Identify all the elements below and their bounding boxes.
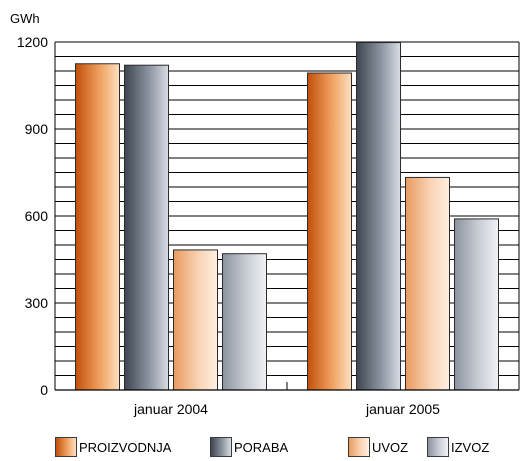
bar-chart: GWh 0 300 600 900 1200 januar 2004 januar 2005 bbox=[0, 0, 531, 430]
bar-izvoz-2 bbox=[455, 219, 499, 390]
y-tick-label: 600 bbox=[25, 208, 49, 224]
legend-label: UVOZ bbox=[372, 440, 408, 455]
bar-poraba-1 bbox=[125, 65, 169, 390]
legend-item-poraba: PORABA bbox=[210, 437, 288, 457]
x-category-label: januar 2004 bbox=[133, 401, 208, 417]
legend-label: PROIZVODNJA bbox=[79, 440, 171, 455]
y-tick-label: 900 bbox=[25, 121, 49, 137]
legend-label: IZVOZ bbox=[451, 440, 489, 455]
bar-uvoz-2 bbox=[406, 177, 450, 390]
legend-swatch bbox=[427, 437, 449, 457]
y-tick-label: 300 bbox=[25, 295, 49, 311]
bar-proizvodnja-1 bbox=[76, 64, 120, 390]
legend-item-izvoz: IZVOZ bbox=[427, 437, 489, 457]
legend-label: PORABA bbox=[234, 440, 288, 455]
y-axis-unit-label: GWh bbox=[10, 11, 40, 26]
legend-item-uvoz: UVOZ bbox=[348, 437, 408, 457]
legend-swatch bbox=[210, 437, 232, 457]
legend: PROIZVODNJA PORABA UVOZ IZVOZ bbox=[55, 437, 525, 457]
y-tick-label: 1200 bbox=[17, 34, 48, 50]
bar-proizvodnja-2 bbox=[308, 73, 352, 390]
y-tick-label: 0 bbox=[40, 382, 48, 398]
bar-poraba-2 bbox=[357, 43, 401, 390]
bar-izvoz-1 bbox=[223, 254, 267, 390]
x-category-label: januar 2005 bbox=[365, 401, 440, 417]
legend-swatch bbox=[348, 437, 370, 457]
legend-item-proizvodnja: PROIZVODNJA bbox=[55, 437, 171, 457]
bar-uvoz-1 bbox=[174, 250, 218, 390]
legend-swatch bbox=[55, 437, 77, 457]
